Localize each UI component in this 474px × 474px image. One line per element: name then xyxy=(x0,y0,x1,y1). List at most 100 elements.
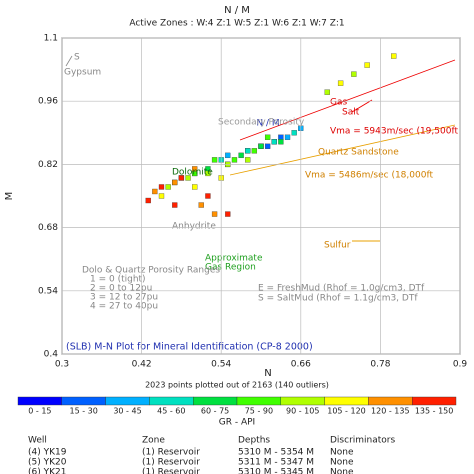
point xyxy=(192,184,198,190)
annotation: Vma = 5486m/sec (18,000ft xyxy=(305,171,433,181)
colorbar-swatch xyxy=(324,396,369,406)
x-tick-label: 0.3 xyxy=(55,360,69,370)
y-tick-label: 1.1 xyxy=(44,34,58,44)
x-tick-label: 0.66 xyxy=(291,360,311,370)
point xyxy=(258,143,264,149)
colorbar-title: GR - API xyxy=(219,418,255,428)
y-axis-label: M xyxy=(4,192,15,201)
annotation: (SLB) M-N Plot for Mineral Identificatio… xyxy=(66,342,313,353)
table-cell: (5) YK20 xyxy=(28,458,67,468)
colorbar-swatch xyxy=(105,396,150,406)
legend-label: 105 - 120 xyxy=(327,407,366,416)
y-tick-label: 0.68 xyxy=(38,223,58,233)
colorbar-swatch xyxy=(17,396,62,406)
table-cell: (4) YK19 xyxy=(28,448,67,458)
plot-title: N / M xyxy=(256,119,279,129)
point xyxy=(284,134,291,140)
point xyxy=(324,89,330,95)
point xyxy=(145,197,151,204)
table-cell: None xyxy=(330,448,354,458)
legend-label: 120 - 135 xyxy=(371,407,410,416)
annotation: E = FreshMud (Rhof = 1.0g/cm3, DTf xyxy=(258,284,425,294)
annotation: Quartz Sandstone xyxy=(318,148,399,158)
annotation: S = SaltMud (Rhof = 1.1g/cm3, DTf xyxy=(258,294,418,304)
legend-label: 15 - 30 xyxy=(70,407,98,416)
legend-label: 0 - 15 xyxy=(28,407,51,416)
point xyxy=(185,175,191,181)
annotation: Approximate xyxy=(205,254,263,264)
annotation: Anhydrite xyxy=(172,222,216,232)
point xyxy=(225,152,231,159)
annotation: Gas xyxy=(330,98,347,108)
point xyxy=(351,71,357,77)
point xyxy=(172,202,178,208)
annotation: Dolomite xyxy=(172,168,213,178)
legend-label: 90 - 105 xyxy=(286,407,319,416)
table-cell: None xyxy=(330,458,354,468)
x-tick-label: 0.42 xyxy=(132,360,152,370)
point xyxy=(337,80,344,86)
legend-label: 30 - 45 xyxy=(113,407,141,416)
point xyxy=(251,148,258,154)
point xyxy=(391,53,397,59)
chart-title: N / M xyxy=(224,5,250,16)
legend-label: 75 - 90 xyxy=(245,407,273,416)
arrow xyxy=(351,99,373,113)
table-cell: (6) YK21 xyxy=(28,468,66,474)
annotation: 2 = 0 to 12pu xyxy=(90,284,152,294)
colorbar-swatch xyxy=(368,396,413,406)
table-cell: (1) Reservoir xyxy=(142,448,200,458)
y-tick-label: 0.96 xyxy=(38,97,58,107)
point xyxy=(231,157,238,163)
table-cell: (1) Reservoir xyxy=(142,468,200,474)
vma-line xyxy=(229,124,456,176)
table-cell: 5311 M - 5347 M xyxy=(238,458,314,468)
point xyxy=(172,179,178,186)
table-cell: (1) Reservoir xyxy=(142,458,200,468)
annotation: Salt xyxy=(342,108,360,118)
annotation: Sulfur xyxy=(324,241,351,251)
point xyxy=(205,170,211,177)
point xyxy=(245,148,251,154)
point xyxy=(245,157,251,163)
point xyxy=(264,134,271,140)
legend-label: 60 - 75 xyxy=(201,407,229,416)
point xyxy=(278,134,284,140)
colorbar-swatch xyxy=(61,396,106,406)
x-tick-label: 0.78 xyxy=(370,360,390,370)
legend-label: 45 - 60 xyxy=(157,407,185,416)
point xyxy=(271,139,277,145)
table-header: Depths xyxy=(238,436,270,446)
point xyxy=(178,175,185,181)
annotation: Secondary Porosity xyxy=(218,118,305,128)
annotation: 4 = 27 to 40pu xyxy=(90,302,158,312)
point xyxy=(158,184,165,190)
table-cell: None xyxy=(330,468,354,474)
y-tick-label: 0.54 xyxy=(38,286,58,296)
table-header: Zone xyxy=(142,436,165,446)
table-header: Discriminators xyxy=(330,436,395,446)
annotation: Dolo & Quartz Porosity Ranges xyxy=(82,266,220,276)
plot-area xyxy=(61,37,461,355)
colorbar-swatch xyxy=(412,396,457,406)
table-cell: 5310 M - 5345 M xyxy=(238,468,314,474)
point xyxy=(238,152,244,159)
arrow xyxy=(65,55,73,67)
vma-line xyxy=(239,59,456,141)
colorbar-swatch xyxy=(236,396,281,406)
y-tick-label: 0.4 xyxy=(44,350,59,360)
point xyxy=(291,130,297,136)
chart-subtitle: Active Zones : W:4 Z:1 W:5 Z:1 W:6 Z:1 W… xyxy=(129,19,344,29)
annotation: 1 = 0 (tight) xyxy=(90,275,146,285)
point xyxy=(211,211,218,217)
point xyxy=(192,166,198,172)
annotation: 3 = 12 to 27pu xyxy=(90,293,158,303)
point xyxy=(205,193,211,199)
point xyxy=(158,193,165,199)
point xyxy=(364,62,370,68)
point xyxy=(152,188,158,195)
annotation: Gypsum xyxy=(64,68,101,78)
colorbar-swatch xyxy=(192,396,238,406)
colorbar-swatch xyxy=(280,396,325,406)
